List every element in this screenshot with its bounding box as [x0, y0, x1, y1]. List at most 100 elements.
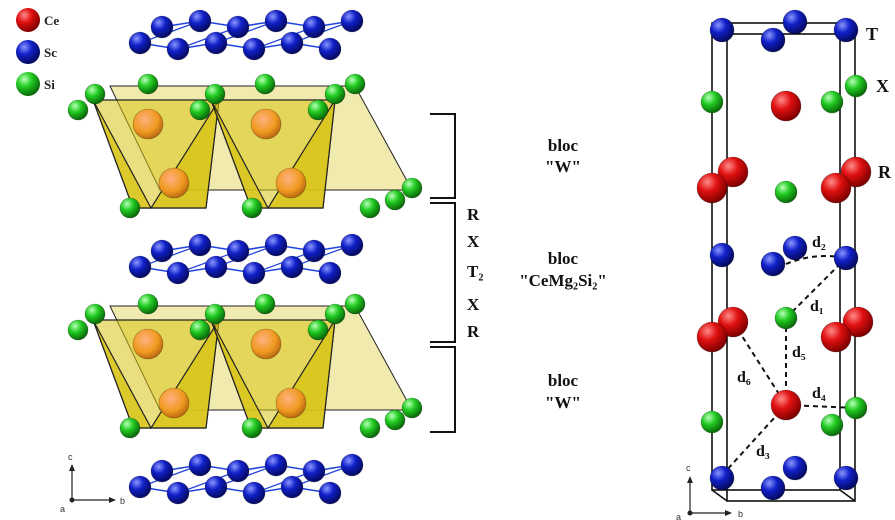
sc-atom [280, 255, 304, 279]
distance-label-d2: d₂ [812, 234, 826, 251]
site-label-x: X [876, 76, 889, 96]
sc-atom [709, 17, 735, 43]
sc-atom [302, 15, 326, 39]
bloc-labels: bloc "W" bloc "CeMg₂Si₂" bloc "W" [519, 136, 607, 412]
sc-atom [760, 27, 786, 53]
si-atom [344, 73, 366, 95]
bracket-bottom [430, 346, 456, 433]
si-atom [119, 417, 141, 439]
axis-a-label: a [60, 504, 65, 514]
si-atom [359, 197, 381, 219]
distance-line-d6 [732, 321, 787, 406]
sc-atom [166, 37, 190, 61]
si-atom [401, 397, 423, 419]
bloc-top-line2: "W" [545, 157, 581, 176]
legend-label: Sc [44, 45, 57, 60]
distance-label-d5: d₅ [792, 344, 806, 361]
site-label-r: R [878, 162, 892, 182]
axis-b-arrowhead [725, 510, 732, 516]
ce-atom [696, 321, 728, 353]
axis-b-label: b [738, 509, 743, 519]
axis-a-dot [69, 497, 75, 503]
sc-atom [760, 251, 786, 277]
sc-atom [302, 239, 326, 263]
site-label-t: T [866, 24, 878, 44]
legend-item-ce: Ce [16, 8, 59, 32]
si-atom [774, 180, 798, 204]
axis-c-label: c [686, 463, 691, 473]
ce-atom [158, 387, 190, 419]
si-atom [254, 293, 276, 315]
legend-label: Si [44, 77, 55, 92]
distance-labels: d₂ d₁ d₅ d₆ d₄ d₃ [737, 234, 826, 460]
si-atom [84, 83, 106, 105]
bracket-middle [430, 202, 456, 343]
ce-atom [158, 167, 190, 199]
sc-atom [204, 31, 228, 55]
sc-atom [150, 15, 174, 39]
axis-c-label: c [68, 452, 73, 462]
sc-atom [280, 475, 304, 499]
ce-atom [820, 172, 852, 204]
polyhedron-face [92, 99, 153, 209]
si-atom [774, 306, 798, 330]
sc-atom [188, 9, 212, 33]
bloc-middle-line2: "CeMg₂Si₂" [519, 271, 607, 290]
sc-atom [166, 481, 190, 505]
distance-label-d1: d₁ [810, 298, 824, 315]
sc-atom [226, 459, 250, 483]
sc-atom [264, 9, 288, 33]
ce-atom [717, 306, 749, 338]
sc-atom [833, 245, 859, 271]
si-atom [84, 303, 106, 325]
ce-atom [842, 306, 874, 338]
cell-front-face [726, 33, 856, 502]
layer-sequence: R X T₂ X R [467, 205, 483, 341]
sc-atom [226, 15, 250, 39]
bracket-top [430, 113, 456, 199]
sc-layer-middle [128, 233, 364, 285]
ce-atom [250, 108, 282, 140]
ce-atom [770, 90, 802, 122]
bloc-middle-line1: bloc [548, 249, 579, 268]
bloc-bottom-line1: bloc [548, 371, 579, 390]
sc-atom [188, 453, 212, 477]
si-atom [700, 90, 724, 114]
sc-atom [150, 459, 174, 483]
sequence-label-r-top: R [467, 205, 480, 224]
si-atom [204, 303, 226, 325]
si-atom [189, 99, 211, 121]
sc-atom [709, 242, 735, 268]
sc-atom [280, 31, 304, 55]
bloc-brackets [430, 113, 456, 433]
axis-triad-left: c a b [60, 452, 125, 514]
si-atom [384, 409, 406, 431]
si-atom [137, 293, 159, 315]
layered-structure-view [67, 9, 423, 505]
sc-atom [318, 37, 342, 61]
distance-label-d4: d₄ [812, 385, 826, 402]
si-atom [359, 417, 381, 439]
si-atom [384, 189, 406, 211]
si-atom [307, 99, 329, 121]
sc-atom [760, 475, 786, 501]
sc-atom [188, 233, 212, 257]
sc-atom [128, 255, 152, 279]
sc-atom [318, 261, 342, 285]
sc-atom [204, 475, 228, 499]
sc-atom [128, 475, 152, 499]
sc-atom [150, 239, 174, 263]
axis-a-dot [687, 510, 693, 516]
ce-atom [132, 328, 164, 360]
legend-item-si: Si [16, 72, 55, 96]
sc-layer-bottom [128, 453, 364, 505]
axis-b-arrowhead [109, 497, 116, 503]
sc-layers [128, 9, 364, 505]
bloc-top-line1: bloc [548, 136, 579, 155]
sc-atom [340, 233, 364, 257]
si-atom [189, 319, 211, 341]
si-atom [344, 293, 366, 315]
unit-cell-view: d₂ d₁ d₅ d₆ d₄ d₃ T X R c a b [676, 9, 892, 520]
sc-atom [242, 481, 266, 505]
